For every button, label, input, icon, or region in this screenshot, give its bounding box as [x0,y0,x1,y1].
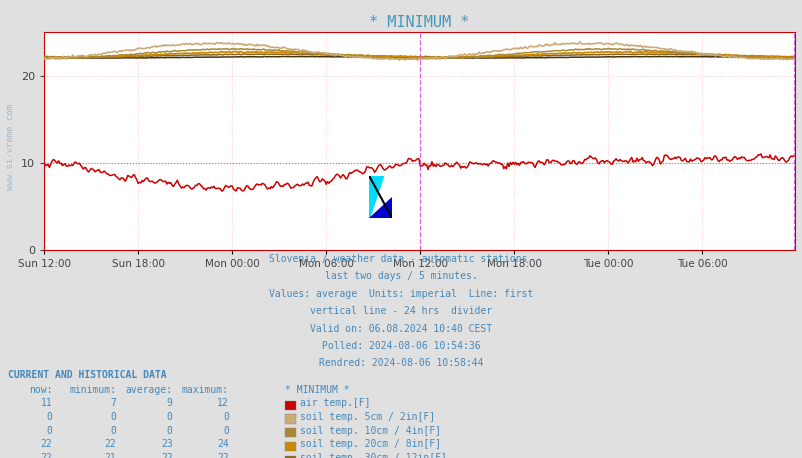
Text: soil temp. 10cm / 4in[F]: soil temp. 10cm / 4in[F] [299,426,440,436]
Text: 0: 0 [47,426,52,436]
Text: average:: average: [125,385,172,394]
Text: last two days / 5 minutes.: last two days / 5 minutes. [325,272,477,281]
Text: 24: 24 [217,440,229,449]
Text: 0: 0 [223,426,229,436]
Text: Valid on: 06.08.2024 10:40 CEST: Valid on: 06.08.2024 10:40 CEST [310,324,492,333]
Text: 0: 0 [167,426,172,436]
Polygon shape [369,197,391,218]
Text: 22: 22 [40,440,52,449]
Text: 0: 0 [223,412,229,422]
Text: Slovenia / weather data - automatic stations.: Slovenia / weather data - automatic stat… [269,254,533,264]
Text: 22: 22 [104,440,116,449]
Text: minimum:: minimum: [69,385,116,394]
Text: 0: 0 [111,412,116,422]
Text: 7: 7 [111,398,116,408]
Text: 9: 9 [167,398,172,408]
Text: 0: 0 [47,412,52,422]
Text: 23: 23 [160,440,172,449]
Text: CURRENT AND HISTORICAL DATA: CURRENT AND HISTORICAL DATA [8,370,167,380]
Text: 12: 12 [217,398,229,408]
Text: now:: now: [29,385,52,394]
Text: 22: 22 [40,453,52,458]
Text: Values: average  Units: imperial  Line: first: Values: average Units: imperial Line: fi… [269,289,533,299]
Text: vertical line - 24 hrs  divider: vertical line - 24 hrs divider [310,306,492,316]
Text: 0: 0 [111,426,116,436]
Text: soil temp. 20cm / 8in[F]: soil temp. 20cm / 8in[F] [299,440,440,449]
Text: 0: 0 [167,412,172,422]
Text: air temp.[F]: air temp.[F] [299,398,370,408]
Text: 11: 11 [40,398,52,408]
Text: 22: 22 [217,453,229,458]
Text: Polled: 2024-08-06 10:54:36: Polled: 2024-08-06 10:54:36 [322,341,480,351]
Text: Rendred: 2024-08-06 10:58:44: Rendred: 2024-08-06 10:58:44 [319,359,483,368]
Text: * MINIMUM *: * MINIMUM * [285,385,349,394]
Text: soil temp. 30cm / 12in[F]: soil temp. 30cm / 12in[F] [299,453,446,458]
Text: www.si-vreme.com: www.si-vreme.com [6,104,15,190]
Title: * MINIMUM *: * MINIMUM * [369,15,469,29]
Text: 22: 22 [160,453,172,458]
Text: maximum:: maximum: [181,385,229,394]
Polygon shape [369,176,383,218]
Text: soil temp. 5cm / 2in[F]: soil temp. 5cm / 2in[F] [299,412,434,422]
Text: 21: 21 [104,453,116,458]
